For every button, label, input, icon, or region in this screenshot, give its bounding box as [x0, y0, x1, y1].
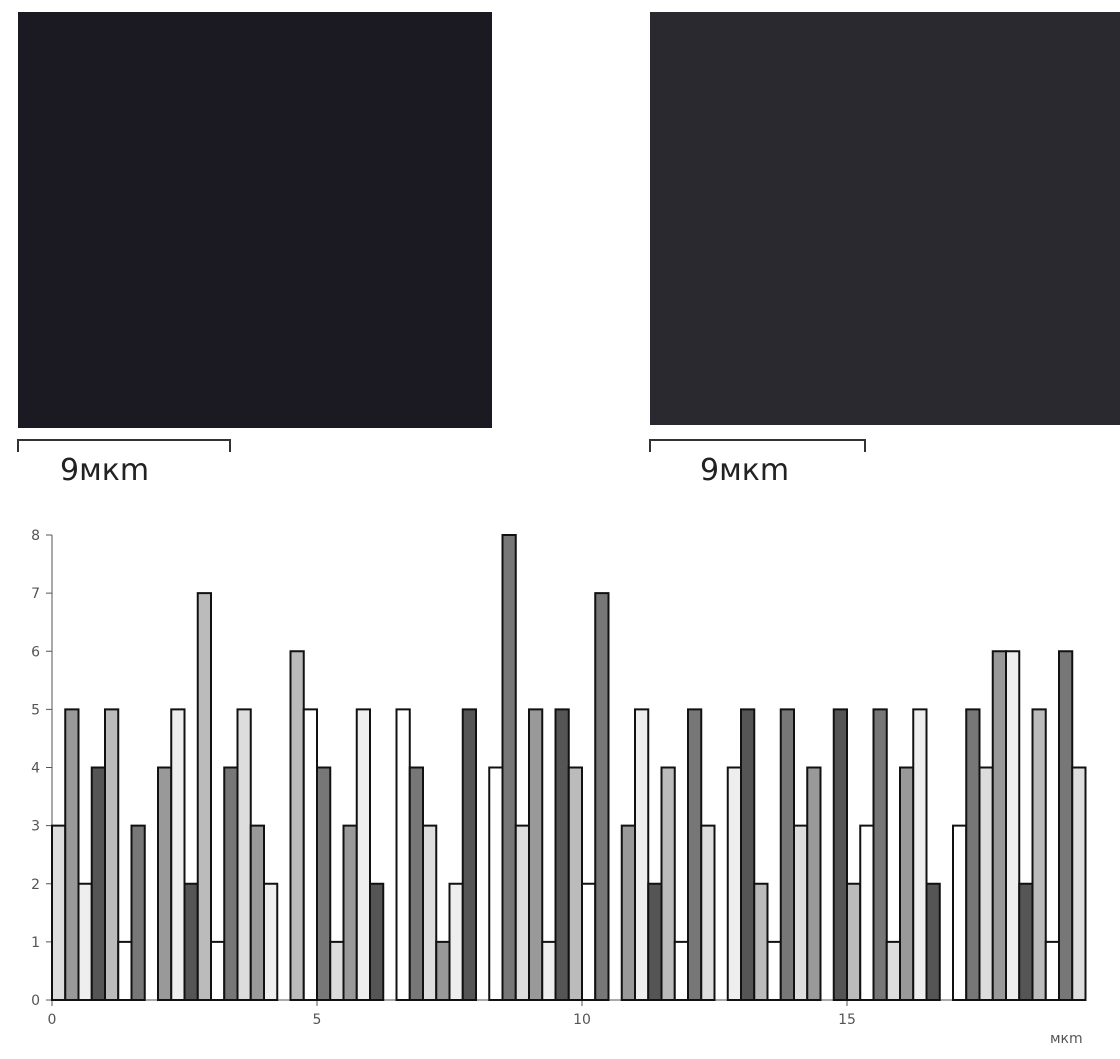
step-bar	[834, 709, 847, 1000]
step-bar	[807, 768, 820, 1001]
step-bar	[463, 709, 476, 1000]
step-bar	[171, 709, 184, 1000]
step-bar	[900, 768, 913, 1001]
step-bar	[794, 826, 807, 1000]
step-bar	[65, 709, 78, 1000]
step-bar	[158, 768, 171, 1001]
step-bar	[582, 884, 595, 1000]
step-bar	[52, 826, 65, 1000]
step-bar	[1033, 709, 1046, 1000]
x-tick-label: 10	[573, 1012, 591, 1028]
y-tick-label: 0	[31, 993, 40, 1009]
step-bar	[688, 709, 701, 1000]
step-bar	[728, 768, 741, 1001]
step-bar	[556, 709, 569, 1000]
step-bar	[211, 942, 224, 1000]
step-bar	[224, 768, 237, 1001]
map-right-speckle	[650, 12, 1120, 425]
x-tick-label: 5	[313, 1012, 322, 1028]
step-bar	[768, 942, 781, 1000]
scale-bar	[650, 440, 865, 452]
step-bar	[503, 535, 516, 1000]
step-bar	[317, 768, 330, 1001]
step-bar	[953, 826, 966, 1000]
step-bar	[847, 884, 860, 1000]
step-bar	[927, 884, 940, 1000]
scale-bar	[18, 440, 230, 452]
step-bar	[781, 709, 794, 1000]
step-bar	[238, 709, 251, 1000]
step-bar	[860, 826, 873, 1000]
step-bar	[635, 709, 648, 1000]
step-bar	[185, 884, 198, 1000]
step-bar	[370, 884, 383, 1000]
y-tick-label: 8	[31, 528, 40, 544]
step-bar	[980, 768, 993, 1001]
y-tick-label: 2	[31, 877, 40, 893]
step-bar	[701, 826, 714, 1000]
step-bar	[489, 768, 502, 1001]
figure: 9мкm 9мкm мкm 0 1 2 3 4 5 6 7 8 0 5 10 15	[0, 0, 1120, 1059]
page: 9мкm 9мкm мкm 0 1 2 3 4 5 6 7 8 0 5 10 15	[0, 0, 1120, 1059]
step-bar	[569, 768, 582, 1001]
step-bar	[450, 884, 463, 1000]
step-bar	[1072, 768, 1085, 1001]
step-bar	[105, 709, 118, 1000]
step-bar	[913, 709, 926, 1000]
step-bar	[648, 884, 661, 1000]
y-tick-label: 7	[31, 586, 40, 602]
step-bar	[436, 942, 449, 1000]
step-bar	[330, 942, 343, 1000]
step-bar	[542, 942, 555, 1000]
step-bar	[675, 942, 688, 1000]
x-tick-label: 15	[838, 1012, 856, 1028]
step-bar	[874, 709, 887, 1000]
step-bar	[529, 709, 542, 1000]
step-bar	[397, 709, 410, 1000]
map-left-speckle	[18, 12, 492, 428]
step-bar	[132, 826, 145, 1000]
step-bar	[118, 942, 131, 1000]
step-bar	[1046, 942, 1059, 1000]
step-bar	[251, 826, 264, 1000]
scale-label: 9мкm	[60, 453, 149, 488]
step-bar	[357, 709, 370, 1000]
step-bar	[516, 826, 529, 1000]
step-bar	[291, 651, 304, 1000]
step-bar	[966, 709, 979, 1000]
step-bar	[662, 768, 675, 1001]
x-tick-label: 0	[48, 1012, 57, 1028]
step-bar	[79, 884, 92, 1000]
step-bar	[993, 651, 1006, 1000]
step-bar	[741, 709, 754, 1000]
step-bar	[304, 709, 317, 1000]
y-tick-label: 6	[31, 644, 40, 660]
step-bar	[198, 593, 211, 1000]
y-tick-label: 3	[31, 819, 40, 835]
step-bar	[1006, 651, 1019, 1000]
step-bar	[887, 942, 900, 1000]
y-tick-label: 4	[31, 761, 40, 777]
x-unit-label: мкm	[1050, 1031, 1083, 1047]
step-bar	[344, 826, 357, 1000]
step-bar	[595, 593, 608, 1000]
step-bar	[1059, 651, 1072, 1000]
step-bar	[622, 826, 635, 1000]
step-bar	[264, 884, 277, 1000]
step-bar	[92, 768, 105, 1001]
step-bar	[410, 768, 423, 1001]
scale-label: 9мкm	[700, 453, 789, 488]
y-tick-label: 1	[31, 935, 40, 951]
step-bar	[423, 826, 436, 1000]
step-bar	[1019, 884, 1032, 1000]
y-tick-label: 5	[31, 702, 40, 718]
step-bar	[754, 884, 767, 1000]
